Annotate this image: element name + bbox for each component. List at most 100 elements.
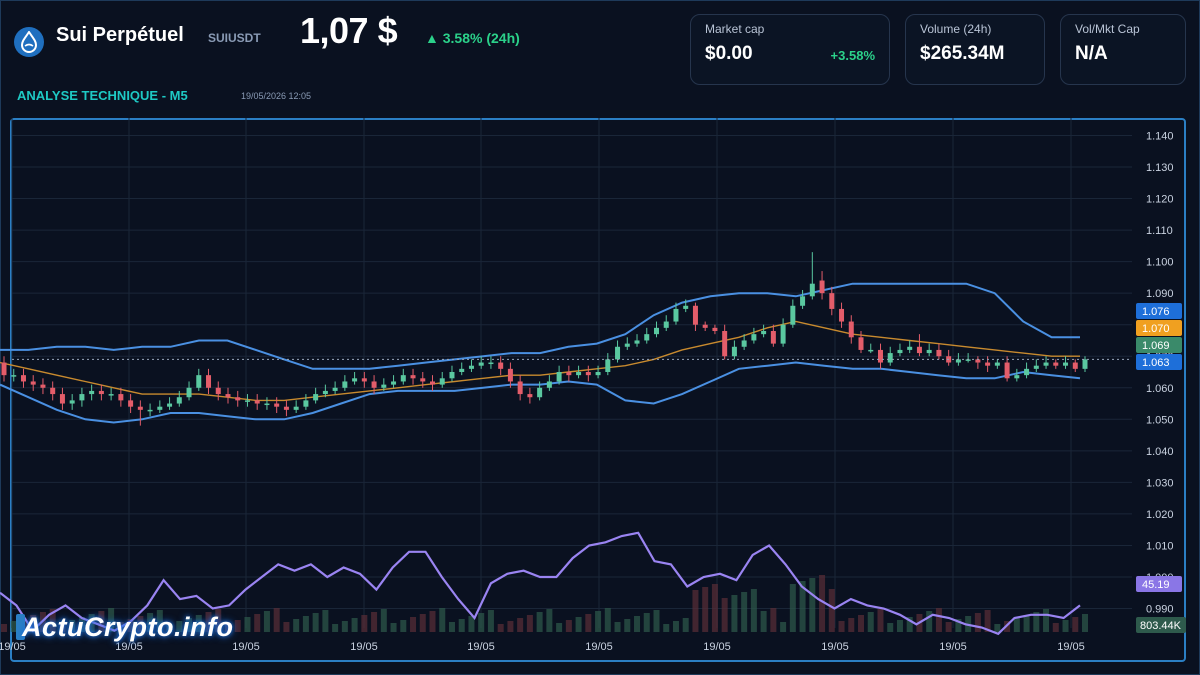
- x-tick-label: 19/05: [467, 641, 495, 653]
- candle-body: [829, 293, 835, 309]
- upper-band-badge: 1.076: [1142, 306, 1170, 318]
- volume-bar: [974, 613, 981, 632]
- market-cap-change: +3.58%: [830, 48, 875, 63]
- volume-bar: [955, 619, 962, 632]
- x-tick-label: 19/05: [232, 641, 260, 653]
- volume-bar: [585, 614, 592, 632]
- y-tick-label: 1.020: [1146, 509, 1174, 521]
- volume-bar: [1023, 615, 1030, 632]
- volume-bar: [1033, 612, 1040, 632]
- candle-body: [439, 378, 445, 385]
- candle-body: [186, 387, 192, 398]
- volume-bar: [682, 618, 689, 632]
- y-tick-label: 1.050: [1146, 414, 1174, 426]
- candle-body: [936, 349, 942, 357]
- volume-bar: [332, 624, 339, 632]
- volume-bar: [49, 609, 56, 632]
- volume-bar: [887, 623, 894, 632]
- y-tick-label: 1.100: [1146, 257, 1174, 269]
- candle-body: [20, 375, 26, 382]
- rsi-line: [0, 531, 1081, 636]
- lower-band-badge-bg: [1136, 354, 1182, 370]
- volume-bar: [838, 621, 845, 632]
- candle-body: [468, 365, 474, 369]
- volume-bar: [799, 581, 806, 632]
- volume-bar: [147, 613, 154, 632]
- candle-body: [283, 406, 289, 410]
- candle-body: [30, 381, 36, 385]
- vol-mkt-label: Vol/Mkt Cap: [1075, 22, 1140, 36]
- candle-body: [848, 321, 854, 338]
- volume-bar: [205, 612, 212, 632]
- candle-body: [605, 359, 611, 372]
- candle-body: [381, 384, 387, 388]
- candle-body: [926, 349, 932, 354]
- candle-body: [653, 327, 659, 335]
- candle-body: [839, 308, 845, 322]
- last-price-badge: 1.069: [1142, 340, 1170, 352]
- volume-bar: [273, 608, 280, 632]
- volume-bar: [663, 624, 670, 632]
- candle-body: [770, 331, 776, 344]
- volume-bar: [341, 621, 348, 632]
- volume-bar: [546, 609, 553, 632]
- candle-body: [137, 406, 143, 410]
- candle-body: [955, 359, 961, 363]
- candle-body: [1004, 362, 1010, 379]
- candle-body: [595, 372, 601, 376]
- volume-bar: [789, 584, 796, 632]
- volume-bar: [565, 620, 572, 632]
- y-tick-label: 1.110: [1146, 225, 1173, 237]
- candle-body: [303, 400, 309, 407]
- candle-body: [50, 387, 56, 395]
- candle-body: [994, 362, 1000, 366]
- volume-bar: [1082, 614, 1088, 632]
- volume-bar: [1072, 617, 1079, 632]
- coin-name: Sui Perpétuel: [56, 24, 184, 46]
- candle-body: [400, 375, 406, 382]
- volume-bar: [536, 612, 543, 632]
- volume-bar: [166, 624, 173, 632]
- volume-bar: [283, 622, 290, 632]
- candle-body: [196, 375, 202, 388]
- candle-body: [478, 362, 484, 366]
- volume-bar: [186, 618, 193, 632]
- candle-body: [965, 359, 971, 361]
- volume-bar: [380, 609, 387, 632]
- volume-bar: [624, 619, 631, 632]
- candle-body: [644, 334, 650, 341]
- volume-bar: [156, 610, 163, 632]
- volume-bar: [478, 613, 485, 632]
- candle-body: [118, 394, 124, 401]
- volume-bar: [400, 620, 407, 632]
- volume-bar: [78, 617, 85, 632]
- volume-bar: [439, 608, 446, 632]
- volume-bar: [1052, 623, 1059, 632]
- candle-body: [410, 375, 416, 379]
- volume-bar: [244, 617, 251, 632]
- candle-body: [702, 324, 708, 328]
- candle-body: [663, 321, 669, 328]
- market-cap-card: Market cap $0.00 +3.58%: [690, 14, 890, 85]
- candle-body: [322, 390, 328, 395]
- candle-body: [1072, 362, 1078, 369]
- candle-body: [1082, 359, 1088, 369]
- candle-body: [546, 381, 552, 388]
- volume-bar: [419, 614, 426, 632]
- candle-body: [167, 403, 173, 407]
- candle-body: [576, 372, 582, 376]
- candle-body: [128, 400, 134, 407]
- y-tick-label: 1.010: [1146, 540, 1174, 552]
- x-tick-label: 19/05: [703, 641, 731, 653]
- candle-body: [877, 349, 883, 363]
- moving-average-line: [0, 320, 1080, 402]
- y-tick-label: 1.130: [1146, 162, 1174, 174]
- volume-bar: [1043, 609, 1050, 632]
- volume-bar: [351, 618, 358, 632]
- volume-bar: [59, 623, 66, 632]
- vol-mkt-value: N/A: [1075, 43, 1108, 64]
- actucrypto-logo[interactable]: ActuCrypto.info: [22, 612, 234, 642]
- candle-body: [498, 362, 504, 369]
- volume-bar: [741, 592, 748, 632]
